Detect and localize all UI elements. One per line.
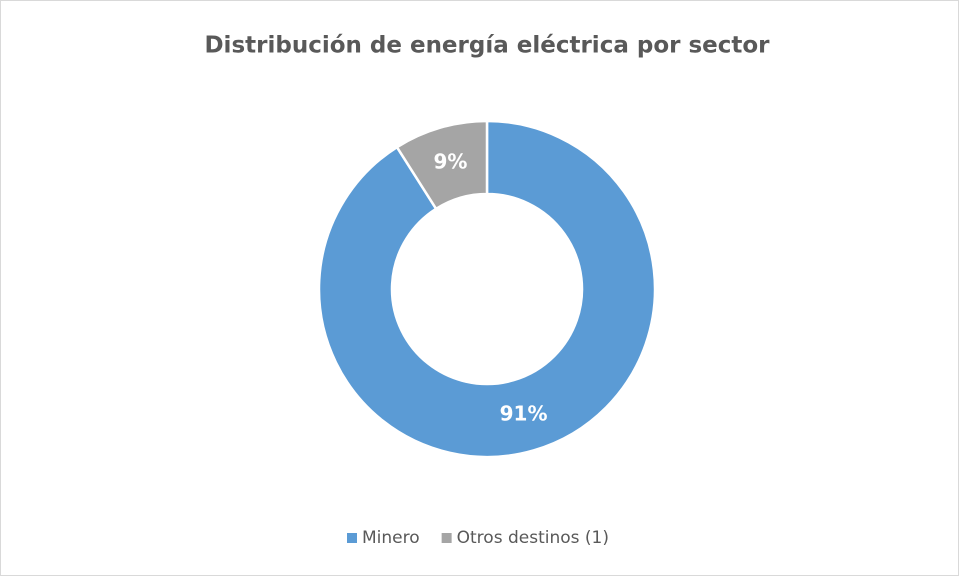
- chart-title: Distribución de energía eléctrica por se…: [204, 33, 770, 59]
- data-label: 91%: [500, 401, 548, 425]
- donut-slice: [317, 119, 657, 459]
- legend-swatch: [347, 533, 357, 543]
- legend-label: Otros destinos (1): [457, 528, 609, 548]
- donut-slice: [395, 119, 489, 211]
- legend-label: Minero: [362, 528, 420, 548]
- legend-swatch: [441, 533, 452, 543]
- data-label: 9%: [433, 150, 467, 174]
